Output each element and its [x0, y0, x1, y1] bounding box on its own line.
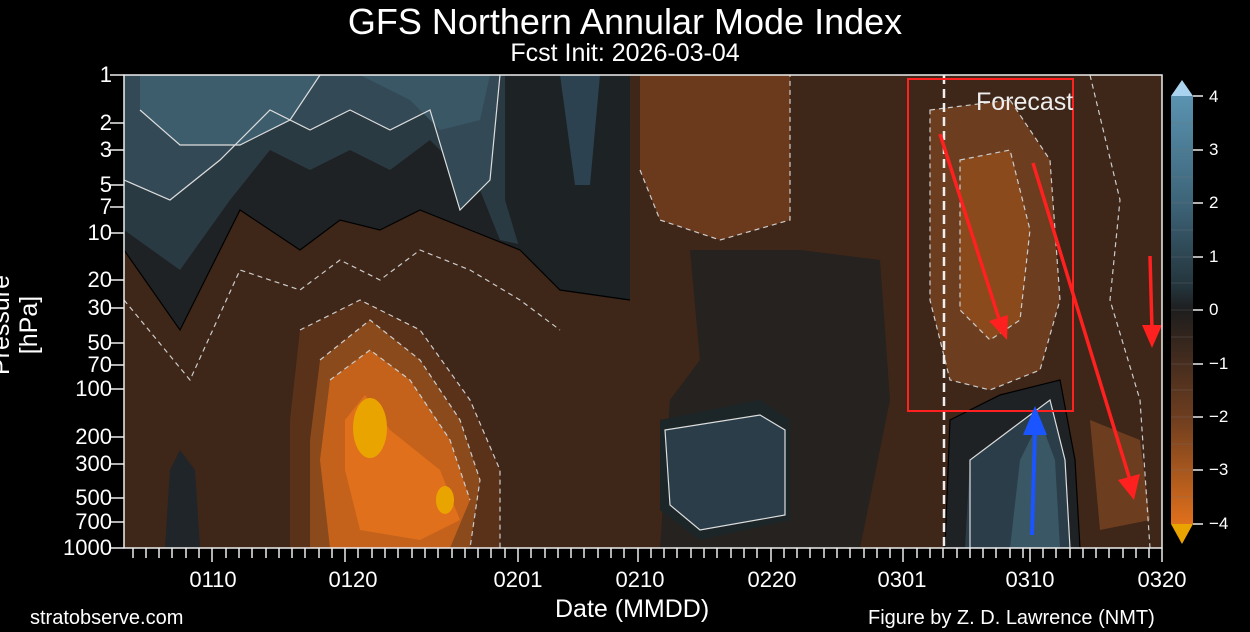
y-tick-label: 300: [75, 451, 112, 476]
x-tick-label: 0310: [1005, 567, 1055, 592]
colorbar-tick-label: 1: [1209, 247, 1219, 266]
y-tick-label: 3: [99, 137, 112, 162]
y-tick-label: 7: [99, 194, 112, 219]
chart-subtitle: Fcst Init: 2026-03-04: [510, 39, 740, 67]
colorbar-tick-label: −1: [1209, 354, 1229, 373]
red-arrows: [938, 133, 1162, 500]
y-tick-label: 1: [99, 62, 112, 87]
y-tick-label: 2: [99, 110, 112, 135]
y-tick-label: 70: [87, 352, 112, 377]
x-tick-label: 0120: [328, 567, 378, 592]
chart-title: GFS Northern Annular Mode Index: [347, 1, 903, 42]
blue-arrow: [1023, 406, 1047, 536]
x-tick-label: 0220: [747, 567, 797, 592]
colorbar-tick-label: 0: [1209, 300, 1219, 319]
contour-field: [124, 75, 1162, 548]
y-tick-label: 500: [75, 485, 112, 510]
y-tick-label: 10: [87, 220, 112, 245]
x-tick-label: 0301: [877, 567, 927, 592]
contour-lines: [124, 75, 1151, 548]
colorbar-tick-label: −4: [1209, 514, 1229, 533]
plot-frame: [123, 74, 1163, 549]
author-credit: Figure by Z. D. Lawrence (NMT): [868, 607, 1155, 629]
x-axis-label: Date (MMDD): [555, 595, 710, 623]
colorbar-tick-label: −3: [1209, 460, 1229, 479]
forecast-box: [907, 78, 1074, 412]
y-tick-label: 30: [87, 295, 112, 320]
x-tick-label: 0210: [615, 567, 665, 592]
colorbar-tick-label: 2: [1209, 193, 1219, 212]
x-tick-label: 0201: [493, 567, 543, 592]
y-tick-label: 5: [99, 172, 112, 197]
y-tick-label: 20: [87, 267, 112, 292]
forecast-label: Forecast: [976, 88, 1074, 116]
source-credit: stratobserve.com: [30, 607, 184, 629]
y-tick-label: 200: [75, 424, 112, 449]
colorbar-tick-label: 4: [1209, 87, 1219, 106]
y-tick-label: 100: [75, 376, 112, 401]
colorbar: [1171, 80, 1203, 544]
y-tick-label: 1000: [63, 535, 112, 560]
colorbar-tick-label: 3: [1209, 140, 1219, 159]
colorbar-tick-label: −2: [1209, 407, 1229, 426]
x-tick-marks: [132, 548, 1163, 562]
x-tick-label: 0320: [1137, 567, 1187, 592]
y-tick-label: 700: [75, 509, 112, 534]
x-tick-label: 0110: [189, 567, 237, 592]
y-tick-marks: [110, 74, 124, 549]
y-tick-label: 50: [87, 330, 112, 355]
